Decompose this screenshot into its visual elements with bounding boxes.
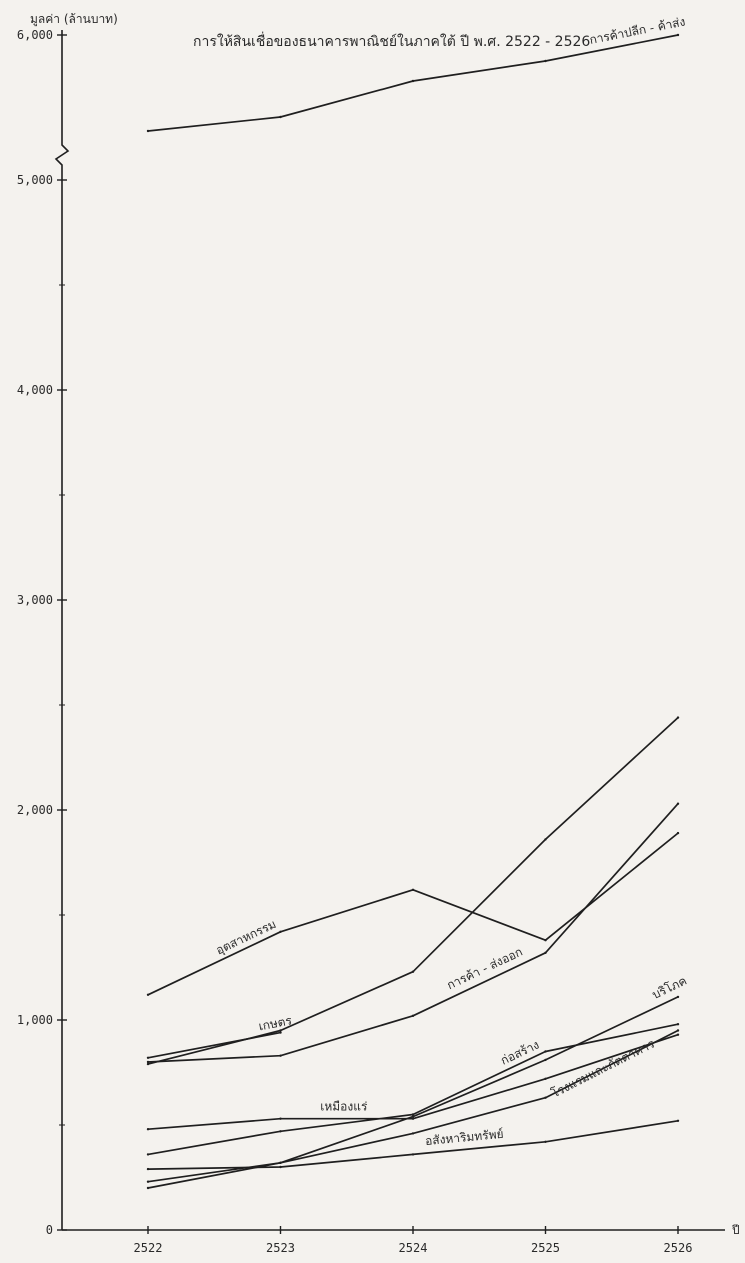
series-point (146, 129, 150, 133)
series-point (544, 1077, 547, 1081)
series-point (676, 33, 680, 37)
series-point (279, 1161, 282, 1165)
series-label: บริโภค (650, 974, 689, 1002)
y-tick-label: 3,000 (17, 593, 53, 607)
series-point (146, 1186, 150, 1190)
series-point (146, 1056, 150, 1060)
y-tick-label: 0 (46, 1223, 53, 1237)
series-point (676, 831, 680, 835)
y-tick-label: 2,000 (17, 803, 53, 817)
y-axis-title: มูลค่า (ล้านบาท) (30, 12, 118, 27)
series-line (147, 1119, 679, 1170)
series-point (279, 1117, 282, 1120)
series-label: เหมืองแร่ (320, 1100, 368, 1114)
series-point (676, 716, 680, 719)
series-point (146, 993, 150, 996)
series-point (544, 1050, 547, 1053)
series-point (146, 1180, 150, 1183)
series-point (676, 802, 680, 805)
series-layer (146, 33, 680, 1190)
series-point (676, 1033, 680, 1036)
series-point (411, 1115, 415, 1118)
series-point (676, 1022, 680, 1026)
series-point (411, 1014, 415, 1017)
x-tick-label: 2526 (664, 1241, 693, 1255)
series-point (146, 1153, 150, 1156)
series-point (146, 1128, 150, 1131)
series-line (147, 1031, 281, 1059)
x-axis-title: ปี (731, 1223, 739, 1237)
series-point (411, 79, 415, 83)
y-axis-line (54, 30, 70, 1230)
series-point (146, 1167, 150, 1171)
series-point (676, 1119, 680, 1123)
series-point (544, 1058, 547, 1062)
series-point (544, 939, 547, 942)
series-point (411, 1153, 415, 1156)
y-tick-label: 1,000 (17, 1013, 53, 1027)
series-point (411, 1132, 415, 1135)
series-point (411, 970, 415, 973)
series-point (279, 1029, 282, 1032)
series-point (279, 115, 282, 119)
series-line (147, 803, 679, 1063)
series-point (544, 1096, 547, 1099)
x-tick-label: 2524 (399, 1241, 428, 1255)
series-point (411, 888, 415, 891)
series-point (544, 951, 547, 954)
series-point (411, 1113, 415, 1116)
series-line (147, 1029, 679, 1183)
chart-axes: 0 1,000 2,000 3,000 4,000 5,000 6,000 2522 2523 2… (17, 28, 725, 1255)
chart-title: การให้สินเชื่อของธนาคารพาณิชย์ในภาคใต้ ป… (193, 32, 590, 50)
series-point (279, 930, 282, 933)
series-point (279, 1165, 282, 1169)
series-point (544, 59, 547, 63)
series-point (676, 995, 680, 999)
x-tick-label: 2522 (134, 1241, 163, 1255)
series-line (147, 996, 679, 1189)
series-point (279, 1031, 282, 1034)
series-point (544, 1140, 547, 1144)
y-tick-label: 5,000 (17, 173, 53, 187)
y-tick-label: 4,000 (17, 383, 53, 397)
series-point (146, 1060, 150, 1064)
series-label: โรงแรมและภัตตาคาร (549, 1036, 657, 1100)
series-label: เกษตร (257, 1013, 293, 1033)
series-point (279, 1054, 282, 1057)
y-tick-label: 6,000 (17, 28, 53, 42)
series-point (279, 1130, 282, 1133)
series-label: อสังหาริมทรัพย์ (424, 1127, 504, 1148)
series-point (676, 1029, 680, 1032)
x-tick-label: 2523 (266, 1241, 295, 1255)
series-point (146, 1062, 150, 1066)
x-tick-label: 2525 (531, 1241, 560, 1255)
series-point (544, 838, 547, 841)
series-point (411, 1117, 415, 1120)
